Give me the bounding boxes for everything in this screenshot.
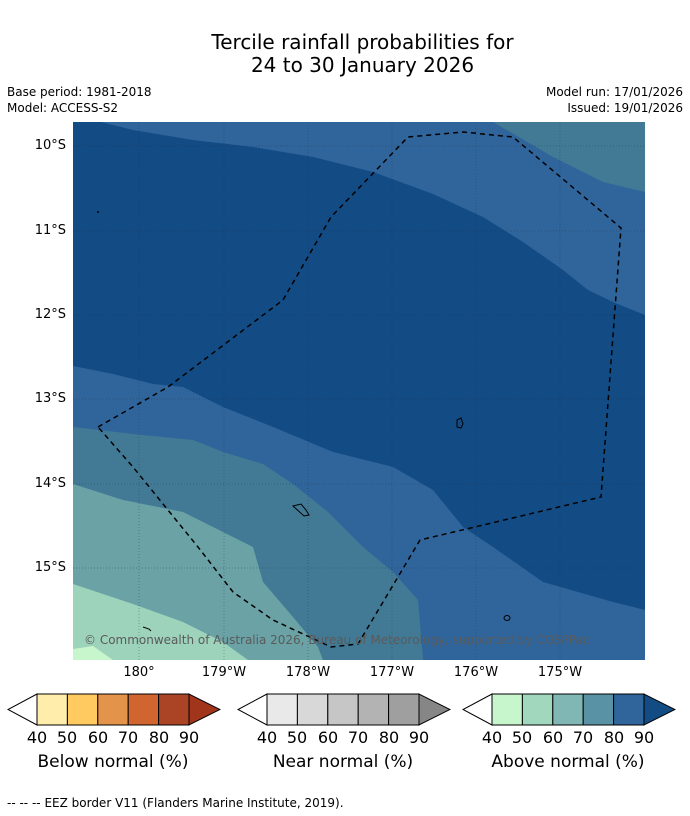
- cbar-near-seg-1: [266, 693, 298, 726]
- cbar-below-seg-1: [36, 693, 68, 726]
- cbar-below-tick: 60: [87, 728, 109, 747]
- map-title: Tercile rainfall probabilities for 24 to…: [0, 31, 690, 77]
- lon-label-177w: 177°W: [369, 665, 415, 680]
- title-line-1: Tercile rainfall probabilities for: [211, 30, 514, 54]
- lon-label-179w: 179°W: [201, 665, 247, 680]
- cbar-below-tick: 90: [178, 728, 200, 747]
- island-dot: [97, 211, 99, 213]
- lon-label-180: 180°: [123, 665, 155, 680]
- cbar-near-tick: 60: [317, 728, 339, 747]
- cbar-above-seg-3: [552, 693, 584, 726]
- cbar-below-arrow-left: [7, 693, 38, 726]
- region-above-70-ne: [493, 122, 645, 192]
- cbar-above-tick: 90: [633, 728, 655, 747]
- title-line-2: 24 to 30 January 2026: [250, 53, 475, 77]
- cbar-near-seg-4: [357, 693, 390, 726]
- colorbar-above-normal: [462, 693, 676, 727]
- meta-right: Model run: 17/01/2026 Issued: 19/01/2026: [546, 84, 683, 116]
- model-name: Model: ACCESS-S2: [7, 101, 119, 115]
- cbar-below-tick: 40: [26, 728, 48, 747]
- colorbar-below-normal: [7, 693, 221, 727]
- region-above-50: [73, 584, 248, 660]
- cbar-near-seg-3: [327, 693, 359, 726]
- cbar-near-arrow-left: [237, 693, 268, 726]
- base-period: Base period: 1981-2018: [7, 85, 152, 99]
- cbar-near-seg-5: [388, 693, 420, 726]
- colorbar-label-below: Below normal (%): [37, 752, 189, 772]
- meta-left: Base period: 1981-2018 Model: ACCESS-S2: [7, 84, 152, 116]
- lon-label-175w: 175°W: [537, 665, 583, 680]
- cbar-above-seg-4: [582, 693, 615, 726]
- forecast-map[interactable]: © Commonwealth of Australia 2026, Bureau…: [73, 122, 645, 660]
- cbar-below-seg-5: [158, 693, 190, 726]
- cbar-below-tick: 70: [117, 728, 139, 747]
- cbar-near-tick: 80: [378, 728, 400, 747]
- lon-label-176w: 176°W: [453, 665, 499, 680]
- cbar-near-tick: 90: [408, 728, 430, 747]
- cbar-above-seg-1: [491, 693, 523, 726]
- colorbar-label-above: Above normal (%): [491, 752, 645, 772]
- cbar-near-tick: 70: [347, 728, 369, 747]
- cbar-below-seg-3: [97, 693, 129, 726]
- copyright-notice: © Commonwealth of Australia 2026, Bureau…: [84, 633, 590, 647]
- lat-label-13s: 13°S: [34, 391, 66, 406]
- eez-line-symbol: -- -- --: [7, 796, 41, 810]
- lat-label-14s: 14°S: [34, 476, 66, 491]
- cbar-above-tick: 80: [603, 728, 625, 747]
- eez-legend: -- -- -- EEZ border V11 (Flanders Marine…: [7, 796, 344, 810]
- lat-label-12s: 12°S: [34, 307, 66, 322]
- cbar-below-seg-2: [66, 693, 99, 726]
- cbar-below-arrow-right: [188, 693, 221, 726]
- cbar-above-seg-5: [613, 693, 645, 726]
- lat-label-11s: 11°S: [34, 223, 66, 238]
- cbar-below-seg-4: [127, 693, 160, 726]
- cbar-above-seg-2: [521, 693, 554, 726]
- graticule: [73, 122, 645, 660]
- island-outlines: [142, 417, 511, 632]
- cbar-near-arrow-right: [418, 693, 451, 726]
- cbar-above-tick: 70: [572, 728, 594, 747]
- lat-label-10s: 10°S: [34, 138, 66, 153]
- colorbar-near-normal: [237, 693, 451, 727]
- eez-border: [96, 131, 622, 648]
- region-above-80-ne: [101, 122, 645, 315]
- cbar-above-tick: 60: [542, 728, 564, 747]
- cbar-above-tick: 40: [481, 728, 503, 747]
- cbar-above-tick: 50: [511, 728, 533, 747]
- cbar-near-tick: 40: [256, 728, 278, 747]
- colorbar-label-near: Near normal (%): [272, 752, 414, 772]
- cbar-near-tick: 50: [286, 728, 308, 747]
- model-run: Model run: 17/01/2026: [545, 85, 683, 99]
- cbar-below-tick: 50: [56, 728, 78, 747]
- region-above-40: [73, 646, 113, 660]
- cbar-below-tick: 80: [148, 728, 170, 747]
- cbar-near-seg-2: [296, 693, 329, 726]
- issued-date: Issued: 19/01/2026: [567, 101, 683, 115]
- cbar-above-arrow-left: [462, 693, 493, 726]
- lon-label-178w: 178°W: [285, 665, 331, 680]
- eez-legend-text: EEZ border V11 (Flanders Marine Institut…: [44, 796, 344, 810]
- lat-label-15s: 15°S: [34, 560, 66, 575]
- cbar-above-arrow-right: [643, 693, 676, 726]
- map-canvas: [73, 122, 645, 660]
